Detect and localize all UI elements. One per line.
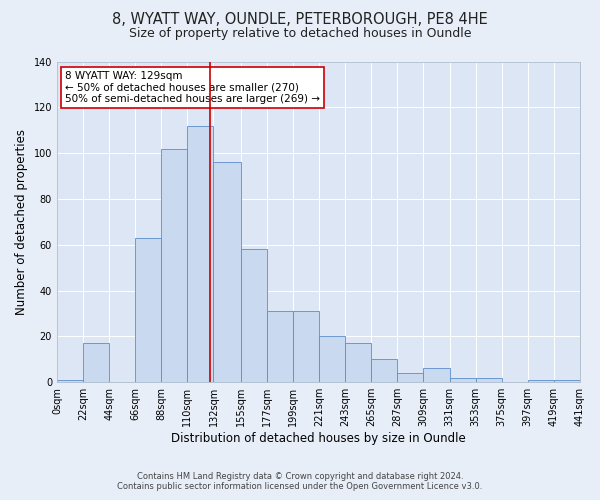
Bar <box>161 148 187 382</box>
Bar <box>424 368 449 382</box>
Bar <box>528 380 554 382</box>
Bar <box>187 126 214 382</box>
Bar <box>57 380 83 382</box>
Text: 8, WYATT WAY, OUNDLE, PETERBOROUGH, PE8 4HE: 8, WYATT WAY, OUNDLE, PETERBOROUGH, PE8 … <box>112 12 488 28</box>
Bar <box>135 238 161 382</box>
Bar <box>371 360 397 382</box>
Bar <box>319 336 345 382</box>
Bar <box>241 250 267 382</box>
Bar <box>449 378 476 382</box>
X-axis label: Distribution of detached houses by size in Oundle: Distribution of detached houses by size … <box>171 432 466 445</box>
Bar <box>397 373 424 382</box>
Bar <box>345 344 371 382</box>
Text: Contains HM Land Registry data © Crown copyright and database right 2024.
Contai: Contains HM Land Registry data © Crown c… <box>118 472 482 491</box>
Bar <box>554 380 580 382</box>
Bar <box>293 311 319 382</box>
Bar <box>83 344 109 382</box>
Bar <box>476 378 502 382</box>
Y-axis label: Number of detached properties: Number of detached properties <box>15 129 28 315</box>
Text: 8 WYATT WAY: 129sqm
← 50% of detached houses are smaller (270)
50% of semi-detac: 8 WYATT WAY: 129sqm ← 50% of detached ho… <box>65 71 320 104</box>
Bar <box>267 311 293 382</box>
Bar <box>214 162 241 382</box>
Text: Size of property relative to detached houses in Oundle: Size of property relative to detached ho… <box>129 28 471 40</box>
